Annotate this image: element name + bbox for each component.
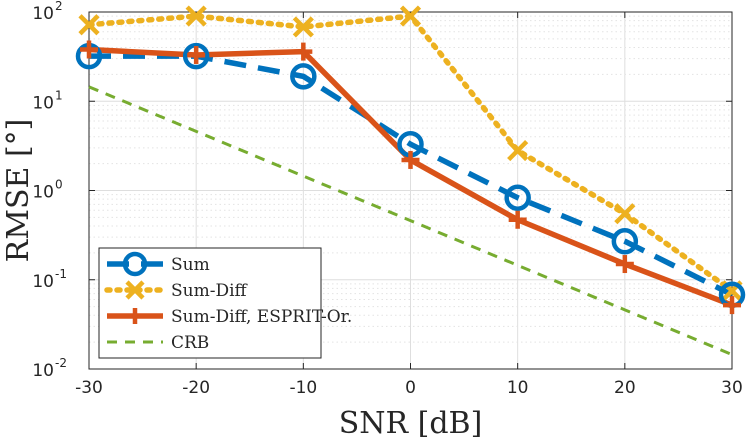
marker-x	[78, 14, 100, 36]
y-tick-label-base: 10	[32, 361, 54, 381]
x-tick-label: -10	[289, 378, 317, 398]
marker-x	[292, 16, 314, 38]
marker-circle	[122, 251, 148, 277]
series-markers	[75, 5, 746, 315]
x-tick-label: 30	[721, 378, 743, 398]
legend-label: Sum	[171, 255, 210, 275]
y-tick-label-base: 10	[32, 183, 54, 203]
x-tick-label: 10	[507, 378, 529, 398]
axes	[88, 11, 733, 370]
y-tick-label-base: 10	[32, 4, 54, 24]
marker-x	[125, 280, 145, 300]
x-tick-label: -30	[75, 378, 103, 398]
legend-label: Sum-Diff, ESPRIT-Or.	[171, 307, 352, 327]
x-tick-label: 20	[614, 378, 636, 398]
y-tick-label-base: 10	[32, 93, 54, 113]
y-tick-label-exponent: 2	[55, 0, 63, 13]
y-tick-label-exponent: -1	[55, 267, 67, 281]
marker-x	[614, 203, 636, 225]
legend-label: CRB	[171, 333, 209, 353]
y-tick-label-exponent: 1	[55, 88, 63, 102]
marker-circle	[290, 63, 317, 90]
marker-circle	[504, 184, 531, 211]
x-axis-label: SNR [dB]	[339, 406, 483, 440]
series-line-crb	[88, 85, 733, 356]
marker-circle	[611, 228, 639, 255]
marker-x	[399, 5, 422, 27]
y-axis-label: RMSE [°]	[1, 119, 36, 263]
legend: Sum Sum-Diff Sum-Diff, ESPRIT-Or. CRB	[98, 247, 352, 359]
y-tick-label-exponent: -2	[55, 356, 67, 370]
marker-circle	[182, 42, 210, 70]
legend-label: Sum-Diff	[171, 281, 249, 301]
x-tick-label: 0	[405, 378, 416, 398]
x-tick-label: -20	[182, 378, 210, 398]
marker-x	[185, 5, 207, 27]
marker-x	[507, 140, 529, 162]
y-tick-label-exponent: 0	[55, 178, 63, 192]
legend-box	[98, 247, 322, 359]
y-tick-label-base: 10	[32, 272, 54, 292]
